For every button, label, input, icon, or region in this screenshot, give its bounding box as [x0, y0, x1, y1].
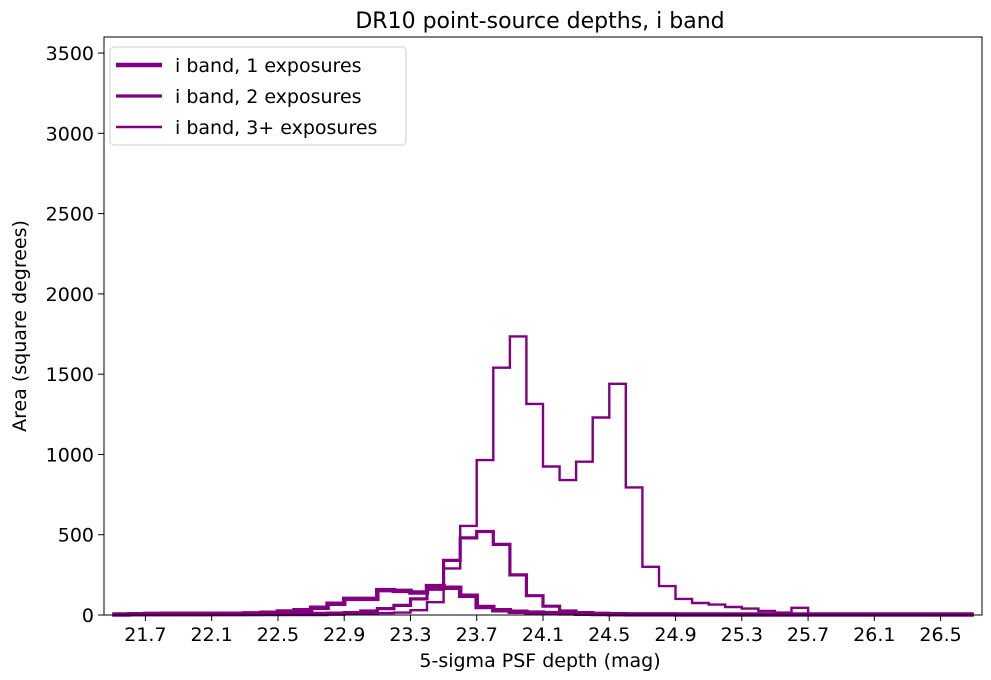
x-tick-label: 23.3: [389, 624, 431, 646]
x-tick-label: 22.9: [323, 624, 365, 646]
legend: i band, 1 exposures i band, 2 exposures i …: [109, 46, 407, 146]
series-line-3: [112, 335, 974, 617]
y-tick-label: 2000: [46, 284, 94, 306]
x-tick-label: 21.7: [124, 624, 166, 646]
x-tick-label: 25.3: [721, 624, 763, 646]
legend-label-1: i band, 1 exposures: [175, 55, 362, 77]
x-tick-label: 23.7: [456, 624, 498, 646]
x-tick-label: 24.5: [588, 624, 630, 646]
x-tick-label: 22.1: [191, 624, 233, 646]
legend-label-3: i band, 3+ exposures: [175, 117, 377, 139]
series-line-2: [112, 529, 974, 617]
y-tick-label: 1500: [46, 364, 94, 386]
x-tick-label: 26.1: [853, 624, 895, 646]
y-tick-label: 2500: [46, 204, 94, 226]
x-axis: 21.7 22.1 22.5 22.9 23.3 23.7 24.1 24.5 24.9 25.3…: [124, 615, 962, 646]
y-axis: 0 500 1000 1500 2000 2500 3000 3500: [46, 43, 104, 627]
x-tick-label: 24.9: [654, 624, 696, 646]
y-tick-label: 500: [58, 525, 94, 547]
chart-title: DR10 point-source depths, i band: [355, 9, 724, 34]
x-tick-label: 25.7: [787, 624, 829, 646]
series-layer: [112, 335, 974, 617]
legend-label-2: i band, 2 exposures: [175, 86, 362, 108]
y-tick-label: 0: [82, 605, 94, 627]
legend-frame: [109, 46, 407, 146]
x-tick-label: 24.1: [522, 624, 564, 646]
x-tick-label: 26.5: [919, 624, 961, 646]
x-axis-label: 5-sigma PSF depth (mag): [419, 650, 660, 672]
y-tick-label: 3500: [46, 43, 94, 65]
x-tick-label: 22.5: [257, 624, 299, 646]
y-tick-label: 3000: [46, 123, 94, 145]
y-tick-label: 1000: [46, 444, 94, 466]
y-axis-label: Area (square degrees): [9, 220, 31, 432]
